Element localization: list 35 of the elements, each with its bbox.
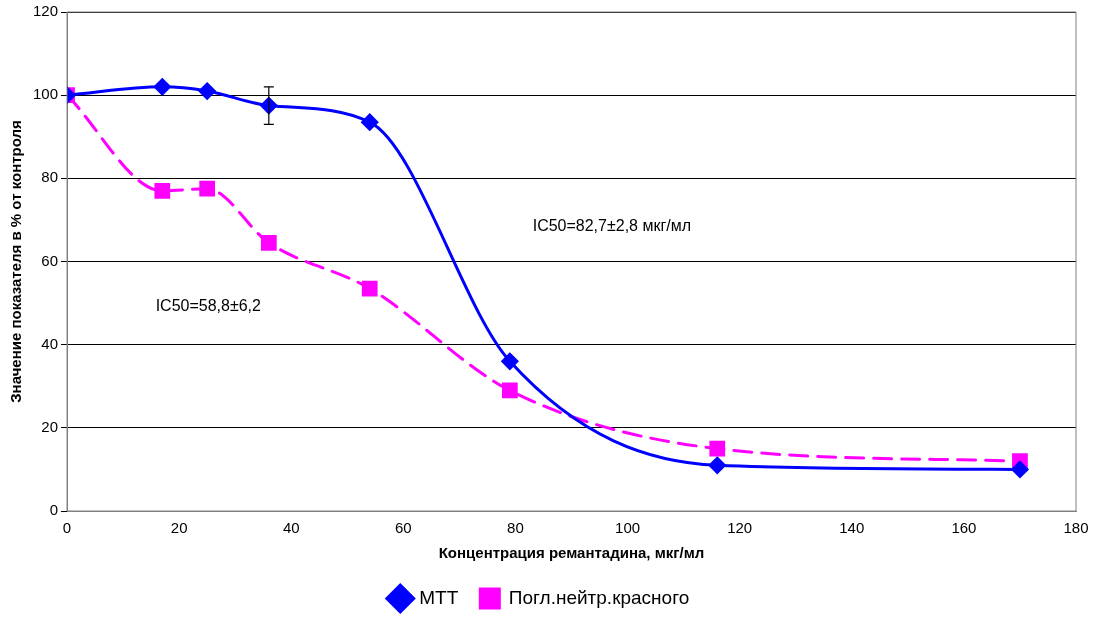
y-tick-label: 100: [33, 85, 59, 103]
y-axis-title: Значение показателя в % от контроля: [7, 120, 25, 403]
point: [153, 78, 171, 96]
annotation: IC50=82,7±2,8 мкг/мл: [532, 216, 692, 234]
x-tick-label: 40: [282, 519, 300, 537]
x-tick-label: 100: [615, 519, 641, 537]
y-tick-label: 20: [41, 417, 59, 435]
y-tick-label: 120: [33, 2, 59, 20]
x-tick-label: 180: [1063, 519, 1089, 537]
x-axis-title: Концентрация ремантадина, мкг/мл: [438, 544, 705, 562]
legend-label: МТТ: [419, 586, 459, 608]
x-tick-label: 140: [839, 519, 865, 537]
point: [1011, 460, 1029, 478]
x-tick-label: 120: [727, 519, 753, 537]
x-tick-label: 60: [395, 519, 412, 537]
y-tick-label: 0: [49, 501, 59, 519]
y-tick-label: 80: [41, 168, 59, 186]
x-tick-label: 80: [507, 519, 524, 537]
x-tick-label: 0: [62, 519, 72, 537]
point: [501, 382, 518, 399]
point: [501, 352, 519, 370]
y-tick-label: 60: [41, 251, 59, 269]
legend-label: Погл.нейтр.красного: [508, 586, 690, 608]
x-tick-label: 160: [951, 519, 977, 537]
x-tick-label: 20: [170, 519, 188, 537]
point: [198, 82, 216, 100]
annotation: IC50=58,8±6,2: [155, 296, 262, 314]
point: [260, 234, 277, 251]
point: [361, 113, 379, 131]
point: [708, 456, 726, 474]
y-tick-label: 40: [41, 334, 59, 352]
point: [709, 440, 726, 457]
point: [154, 182, 171, 199]
point: [199, 180, 216, 197]
point: [361, 280, 378, 297]
